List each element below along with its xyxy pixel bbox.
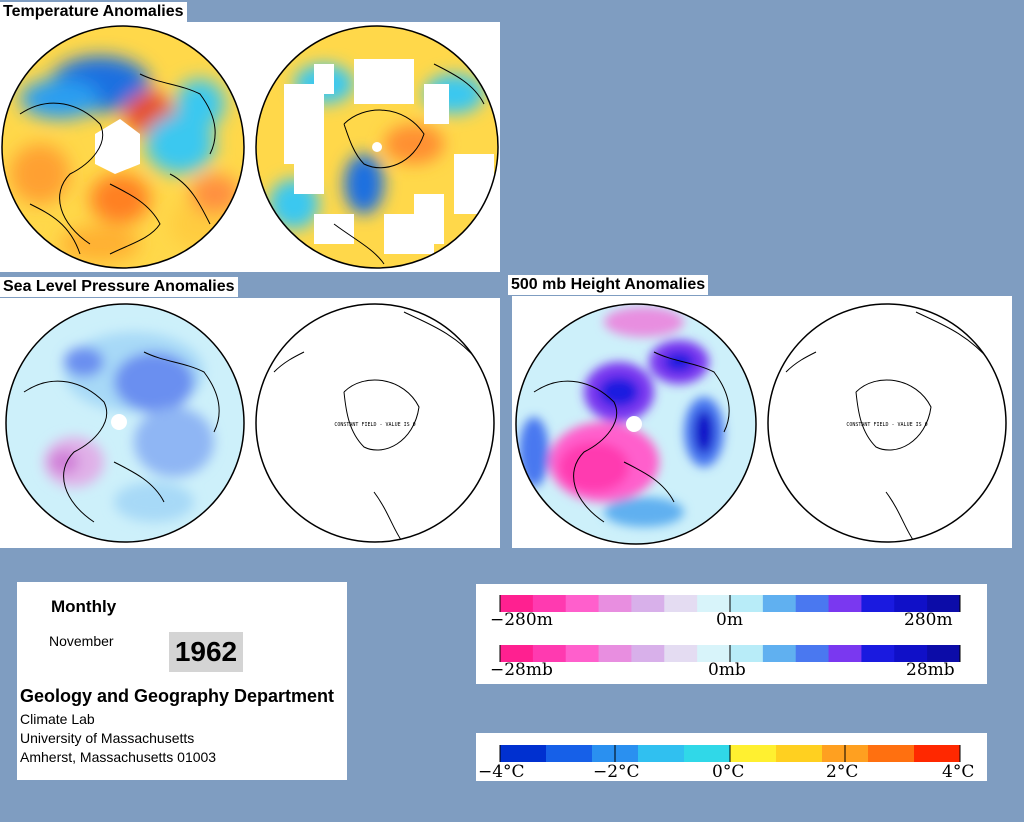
temp-legend-swatch xyxy=(546,745,593,762)
height-legend-swatch xyxy=(894,595,928,612)
height-legend-swatch xyxy=(500,595,534,612)
height-legend-swatch xyxy=(565,595,600,612)
temp-legend-label-3: 2°C xyxy=(826,762,859,782)
pressure-legend-swatch xyxy=(631,645,665,662)
month-label: November xyxy=(49,633,114,649)
pressure-legend-swatch xyxy=(532,645,567,662)
temperature-north-globe xyxy=(1,25,245,269)
temp-legend-swatch xyxy=(868,745,915,762)
temp-legend-swatch xyxy=(730,745,777,762)
height-legend-label-max: 280m xyxy=(904,610,953,630)
pressure-legend-swatch xyxy=(927,645,961,662)
temp-legend-label-4: 4°C xyxy=(942,762,975,782)
address-label: Amherst, Massachusetts 01003 xyxy=(20,749,217,765)
temperature-legend: −4°C −2°C 0°C 2°C 4°C xyxy=(476,733,987,782)
slp-north-globe xyxy=(5,303,245,543)
height-legend-swatch xyxy=(927,595,961,612)
lab-label: Climate Lab xyxy=(20,711,95,727)
temperature-south-globe xyxy=(255,25,499,269)
temp-legend-swatch xyxy=(684,745,731,762)
pressure-legend-label-mid: 0mb xyxy=(708,660,746,680)
height-legend-swatch xyxy=(861,595,895,612)
height-legend-label-mid: 0m xyxy=(716,610,743,630)
temp-legend-swatch xyxy=(500,745,547,762)
pressure-legend-swatch xyxy=(500,645,534,662)
year-label: 1962 xyxy=(169,632,243,672)
height500-south-constant-label: CONSTANT FIELD - VALUE IS 0 xyxy=(846,422,927,428)
slp-south-constant-label: CONSTANT FIELD - VALUE IS 0 xyxy=(334,422,415,428)
pressure-legend-swatch xyxy=(894,645,928,662)
slp-south-globe: CONSTANT FIELD - VALUE IS 0 xyxy=(255,303,495,543)
height-legend-swatch xyxy=(730,595,764,612)
pressure-legend-swatch xyxy=(795,645,830,662)
height500-north-globe xyxy=(515,303,757,545)
department-label: Geology and Geography Department xyxy=(20,686,335,706)
pressure-legend-swatch xyxy=(730,645,764,662)
slp-title: Sea Level Pressure Anomalies xyxy=(0,277,238,297)
temp-legend-label-1: −2°C xyxy=(593,762,640,782)
height-legend-swatch xyxy=(762,595,797,612)
height-legend-label-min: −280m xyxy=(490,610,553,630)
height-legend-swatch xyxy=(664,595,698,612)
height500-south-globe: CONSTANT FIELD - VALUE IS 0 xyxy=(767,303,1007,543)
pressure-legend-swatch xyxy=(565,645,600,662)
height500-title: 500 mb Height Anomalies xyxy=(508,275,709,295)
temp-legend-swatch xyxy=(914,745,961,762)
temperature-title: Temperature Anomalies xyxy=(0,2,187,22)
pressure-legend-swatch xyxy=(697,645,731,662)
height-legend-swatch xyxy=(795,595,830,612)
period-label: Monthly xyxy=(51,597,117,616)
pressure-legend-label-max: 28mb xyxy=(906,660,955,680)
pressure-legend-swatch xyxy=(828,645,862,662)
pressure-legend-label-min: −28mb xyxy=(490,660,553,680)
university-label: University of Massachusetts xyxy=(20,730,195,746)
temp-legend-swatch xyxy=(776,745,823,762)
temp-legend-swatch xyxy=(638,745,685,762)
height-legend-swatch xyxy=(828,595,862,612)
height-legend-swatch xyxy=(598,595,632,612)
temp-legend-label-2: 0°C xyxy=(712,762,745,782)
temp-legend-label-0: −4°C xyxy=(478,762,525,782)
height-legend-swatch xyxy=(532,595,567,612)
info-box: Monthly November 1962 Geology and Geogra… xyxy=(17,582,347,780)
height-pressure-legend: −280m 0m 280m −28mb 0mb 28mb xyxy=(476,584,987,684)
pressure-legend-swatch xyxy=(664,645,698,662)
height-legend-swatch xyxy=(697,595,731,612)
pressure-legend-swatch xyxy=(861,645,895,662)
pressure-legend-swatch xyxy=(762,645,797,662)
height-legend-swatch xyxy=(631,595,665,612)
pressure-legend-swatch xyxy=(598,645,632,662)
